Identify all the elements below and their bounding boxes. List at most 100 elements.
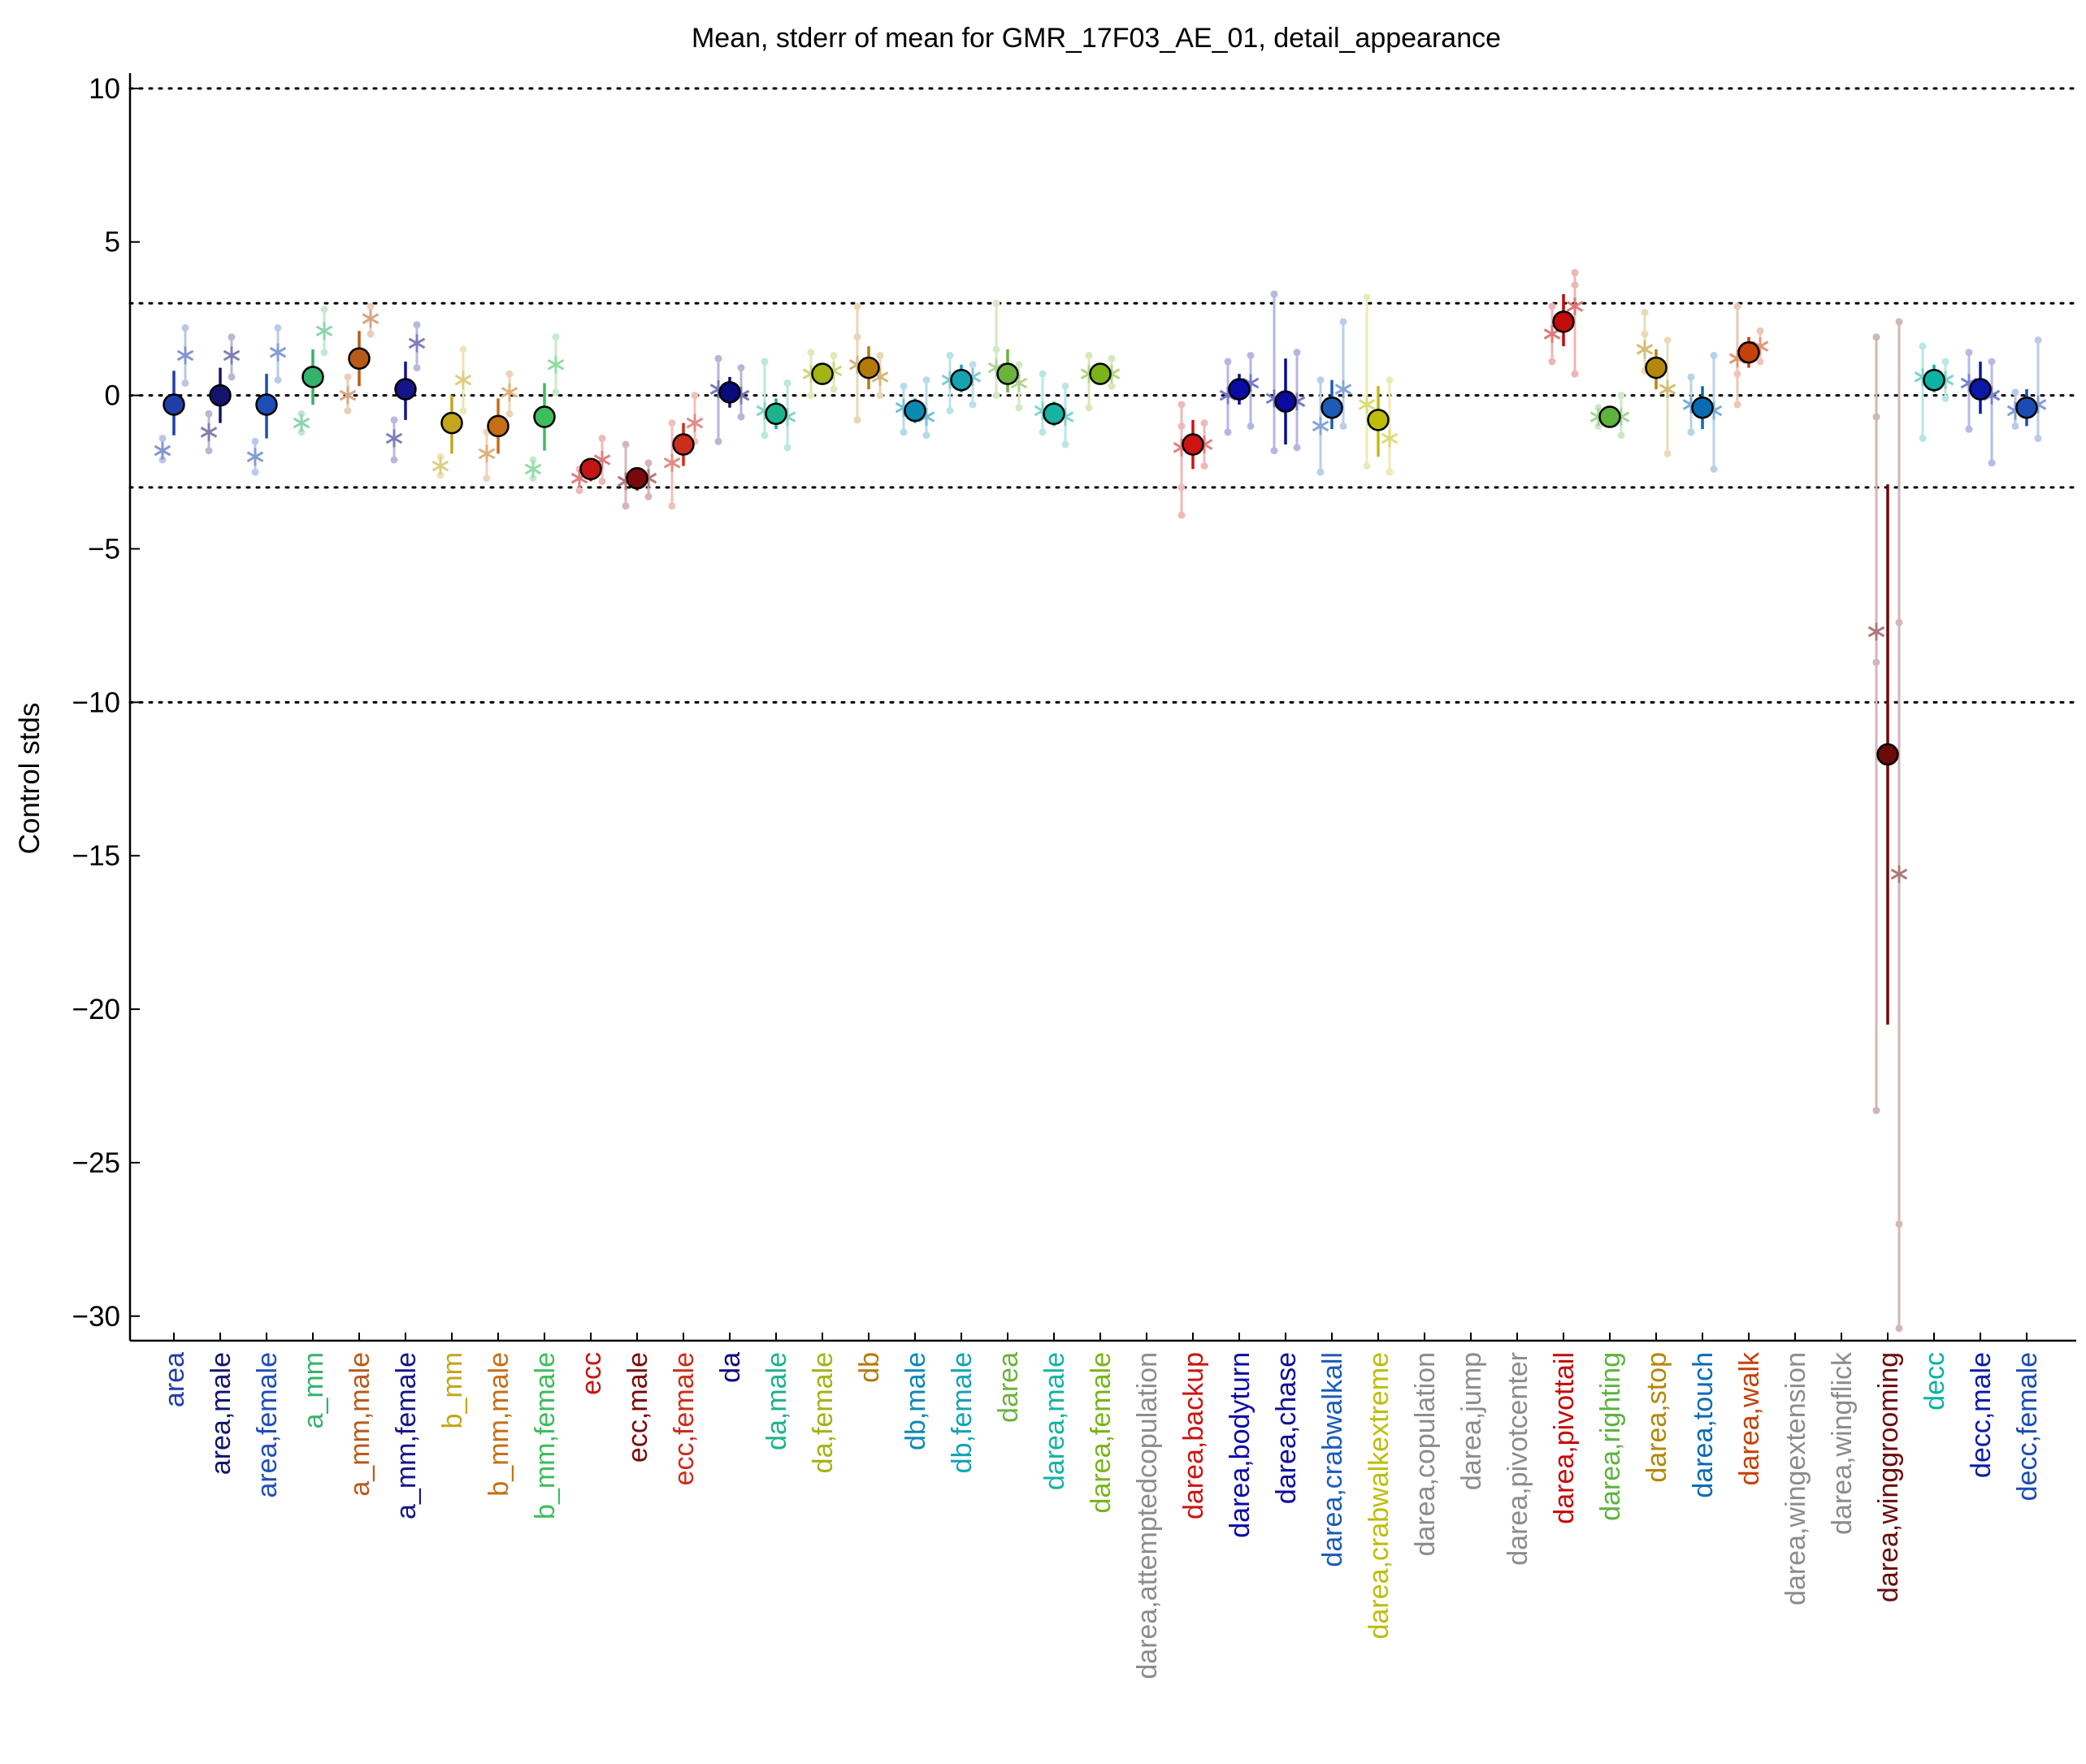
mean-marker — [904, 399, 926, 423]
sub-point-dot — [668, 419, 676, 427]
sub-point-dot — [529, 456, 537, 464]
sub-point-dot — [1733, 302, 1741, 310]
mean-marker — [718, 381, 741, 404]
sub-mean-star — [362, 310, 379, 328]
sub-point-dot — [297, 428, 306, 436]
sub-point-dot — [1594, 422, 1602, 430]
sub-point-dot — [644, 459, 653, 467]
x-tick-label: darea,bodyturn — [1225, 1352, 1256, 1538]
y-tick-label: −20 — [72, 994, 120, 1025]
sub-point-dot — [2011, 388, 2019, 397]
mean-marker — [626, 466, 648, 490]
sub-point-dot — [1270, 290, 1278, 298]
mean-marker — [1598, 405, 1621, 428]
sub-point-dot — [876, 392, 884, 400]
x-tick-label: darea,backup — [1178, 1352, 1209, 1519]
sub-point-dot — [1386, 468, 1394, 476]
x-tick-label: db,male — [900, 1352, 931, 1450]
x-tick-label: darea,crabwalkextreme — [1364, 1352, 1394, 1639]
mean-marker — [1228, 378, 1251, 401]
y-axis-ticks: 10 5 0 −5 −10 −15 −20 −25 −30 — [72, 73, 140, 1333]
sub-mean-star — [478, 444, 496, 463]
category-marks — [663, 392, 704, 510]
category-marks — [293, 306, 333, 436]
sub-point-dot — [783, 444, 791, 452]
category-marks — [432, 345, 472, 479]
mean-marker — [301, 366, 324, 388]
sub-point-dot — [853, 302, 861, 310]
mean-marker — [950, 368, 973, 392]
x-tick-label: darea — [993, 1352, 1024, 1423]
sub-point-dot — [228, 373, 236, 381]
sub-point-dot — [505, 410, 514, 418]
sub-point-dot — [807, 392, 815, 400]
sub-point-dot — [2034, 336, 2042, 345]
x-tick-label: da,male — [761, 1352, 792, 1450]
sub-point-dot — [1965, 425, 1973, 433]
x-tick-label: decc,female — [2012, 1352, 2043, 1501]
mean-marker — [1043, 402, 1065, 426]
category-marks — [1265, 290, 1306, 455]
category-marks — [756, 358, 796, 452]
sub-point-dot — [1965, 349, 1973, 357]
mean-marker — [1367, 409, 1390, 431]
sub-point-dot — [1108, 382, 1116, 390]
sub-point-dot — [668, 502, 676, 510]
sub-point-dot — [598, 434, 606, 442]
sub-point-dot — [1733, 370, 1741, 378]
sub-point-dot — [691, 392, 699, 400]
sub-point-dot — [459, 406, 467, 414]
y-tick-label: −30 — [72, 1301, 120, 1333]
y-axis-label: Control stds — [14, 703, 46, 855]
sub-point-dot — [1200, 462, 1208, 470]
x-axis-labels: area area,male area,female a_mm a_mm,male a_m… — [159, 1333, 2043, 1679]
sub-mean-star — [223, 346, 241, 365]
sub-point-dot — [1872, 1107, 1880, 1115]
x-tick-label: darea,pivottail — [1549, 1352, 1580, 1524]
sub-point-dot — [1941, 358, 1949, 366]
sub-point-dot — [366, 302, 375, 310]
x-tick-label: decc,male — [1966, 1352, 1997, 1478]
y-tick-label: −25 — [72, 1147, 120, 1179]
sub-mean-star — [1890, 865, 1908, 883]
category-marks — [941, 352, 982, 414]
sub-point-dot — [946, 406, 954, 414]
mean-marker — [348, 347, 371, 371]
sub-point-dot — [251, 468, 259, 476]
reference-lines — [128, 87, 2078, 704]
sub-mean-star — [176, 346, 194, 365]
sub-point-dot — [714, 354, 722, 362]
mean-marker — [1691, 396, 1714, 419]
sub-mean-star — [686, 414, 704, 432]
mean-marker — [1321, 396, 1343, 419]
sub-point-dot — [413, 321, 421, 329]
sub-point-dot — [622, 440, 630, 449]
sub-point-dot — [737, 364, 745, 372]
sub-point-dot — [1108, 354, 1116, 362]
x-tick-label: darea,pivotcenter — [1503, 1352, 1533, 1566]
sub-mean-star — [1566, 297, 1584, 316]
category-marks — [1960, 349, 2001, 467]
sub-point-dot — [390, 416, 398, 424]
sub-point-dot — [1617, 431, 1625, 440]
category-marks — [1034, 370, 1074, 449]
category-marks — [1219, 352, 1260, 436]
sub-mean-star — [454, 371, 472, 389]
sub-mean-star — [293, 414, 310, 432]
sub-point-dot — [1061, 382, 1069, 390]
sub-mean-star — [547, 355, 565, 374]
category-marks — [895, 376, 935, 440]
sub-point-dot — [1224, 358, 1232, 366]
mean-marker — [487, 414, 510, 438]
sub-point-dot — [1363, 462, 1371, 470]
sub-point-dot — [1548, 358, 1556, 366]
sub-point-dot — [1061, 440, 1069, 449]
sub-point-dot — [807, 349, 815, 357]
sub-point-dot — [1687, 428, 1695, 436]
y-tick-label: −5 — [88, 533, 120, 565]
sub-point-dot — [922, 431, 930, 440]
category-marks — [339, 302, 379, 414]
sub-point-dot — [761, 431, 769, 440]
sub-point-dot — [1710, 352, 1718, 360]
